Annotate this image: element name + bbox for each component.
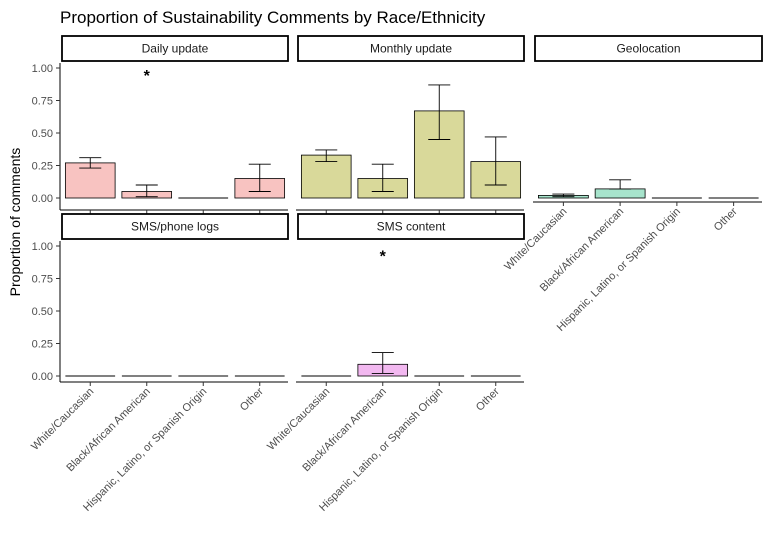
panels-group: Daily update 0.00 0.25 0.50 0.75 1.00 * Monthly… bbox=[29, 35, 763, 514]
y-tick-label: 0.75 bbox=[32, 96, 53, 108]
y-tick-label: 0.25 bbox=[32, 161, 53, 173]
chart-title: Proportion of Sustainability Comments by… bbox=[60, 8, 486, 27]
y-tick-label: 0.50 bbox=[32, 128, 53, 140]
facet-panel: Daily update 0.00 0.25 0.50 0.75 1.00 * bbox=[32, 35, 289, 214]
y-tick-label: 0.25 bbox=[32, 339, 53, 351]
y-axis-title: Proportion of comments bbox=[7, 148, 23, 297]
x-tick-label: Hispanic, Latino, or Spanish Origin bbox=[317, 386, 445, 514]
x-tick-label: Other bbox=[474, 385, 502, 413]
facet-strip bbox=[297, 213, 525, 240]
facet-strip bbox=[61, 35, 289, 62]
y-tick-label: 0.75 bbox=[32, 274, 53, 286]
significance-star: * bbox=[144, 68, 151, 85]
x-tick-label: Other bbox=[712, 205, 740, 233]
facet-panel: Monthly update bbox=[296, 35, 525, 214]
facet-strip-label: SMS content bbox=[377, 220, 446, 234]
facet-strip-label: SMS/phone logs bbox=[131, 220, 219, 234]
facet-strip-label: Geolocation bbox=[616, 42, 680, 56]
x-tick-label: Hispanic, Latino, or Spanish Origin bbox=[81, 386, 209, 514]
significance-star: * bbox=[380, 249, 387, 266]
facet-panel: SMS/phone logs0.000.250.500.751.00White/… bbox=[29, 213, 289, 514]
facet-strip bbox=[61, 213, 289, 240]
y-tick-label: 1.00 bbox=[32, 63, 53, 75]
facet-strip-label: Monthly update bbox=[370, 42, 452, 56]
bar bbox=[300, 154, 352, 199]
y-tick-label: 0.00 bbox=[32, 371, 53, 383]
facet-panel: GeolocationWhite/CaucasianBlack/African … bbox=[502, 35, 763, 334]
y-tick-label: 1.00 bbox=[32, 241, 53, 253]
facet-strip bbox=[534, 35, 763, 62]
y-tick-label: 0.00 bbox=[32, 193, 53, 205]
bar bbox=[594, 188, 646, 199]
bar bbox=[64, 162, 116, 199]
x-tick-label: Other bbox=[238, 385, 266, 413]
facet-panel: SMS contentWhite/CaucasianBlack/African … bbox=[265, 213, 525, 514]
y-tick-label: 0.50 bbox=[32, 306, 53, 318]
facet-strip bbox=[297, 35, 525, 62]
facet-strip-label: Daily update bbox=[142, 42, 209, 56]
x-tick-label: Hispanic, Latino, or Spanish Origin bbox=[555, 206, 683, 334]
